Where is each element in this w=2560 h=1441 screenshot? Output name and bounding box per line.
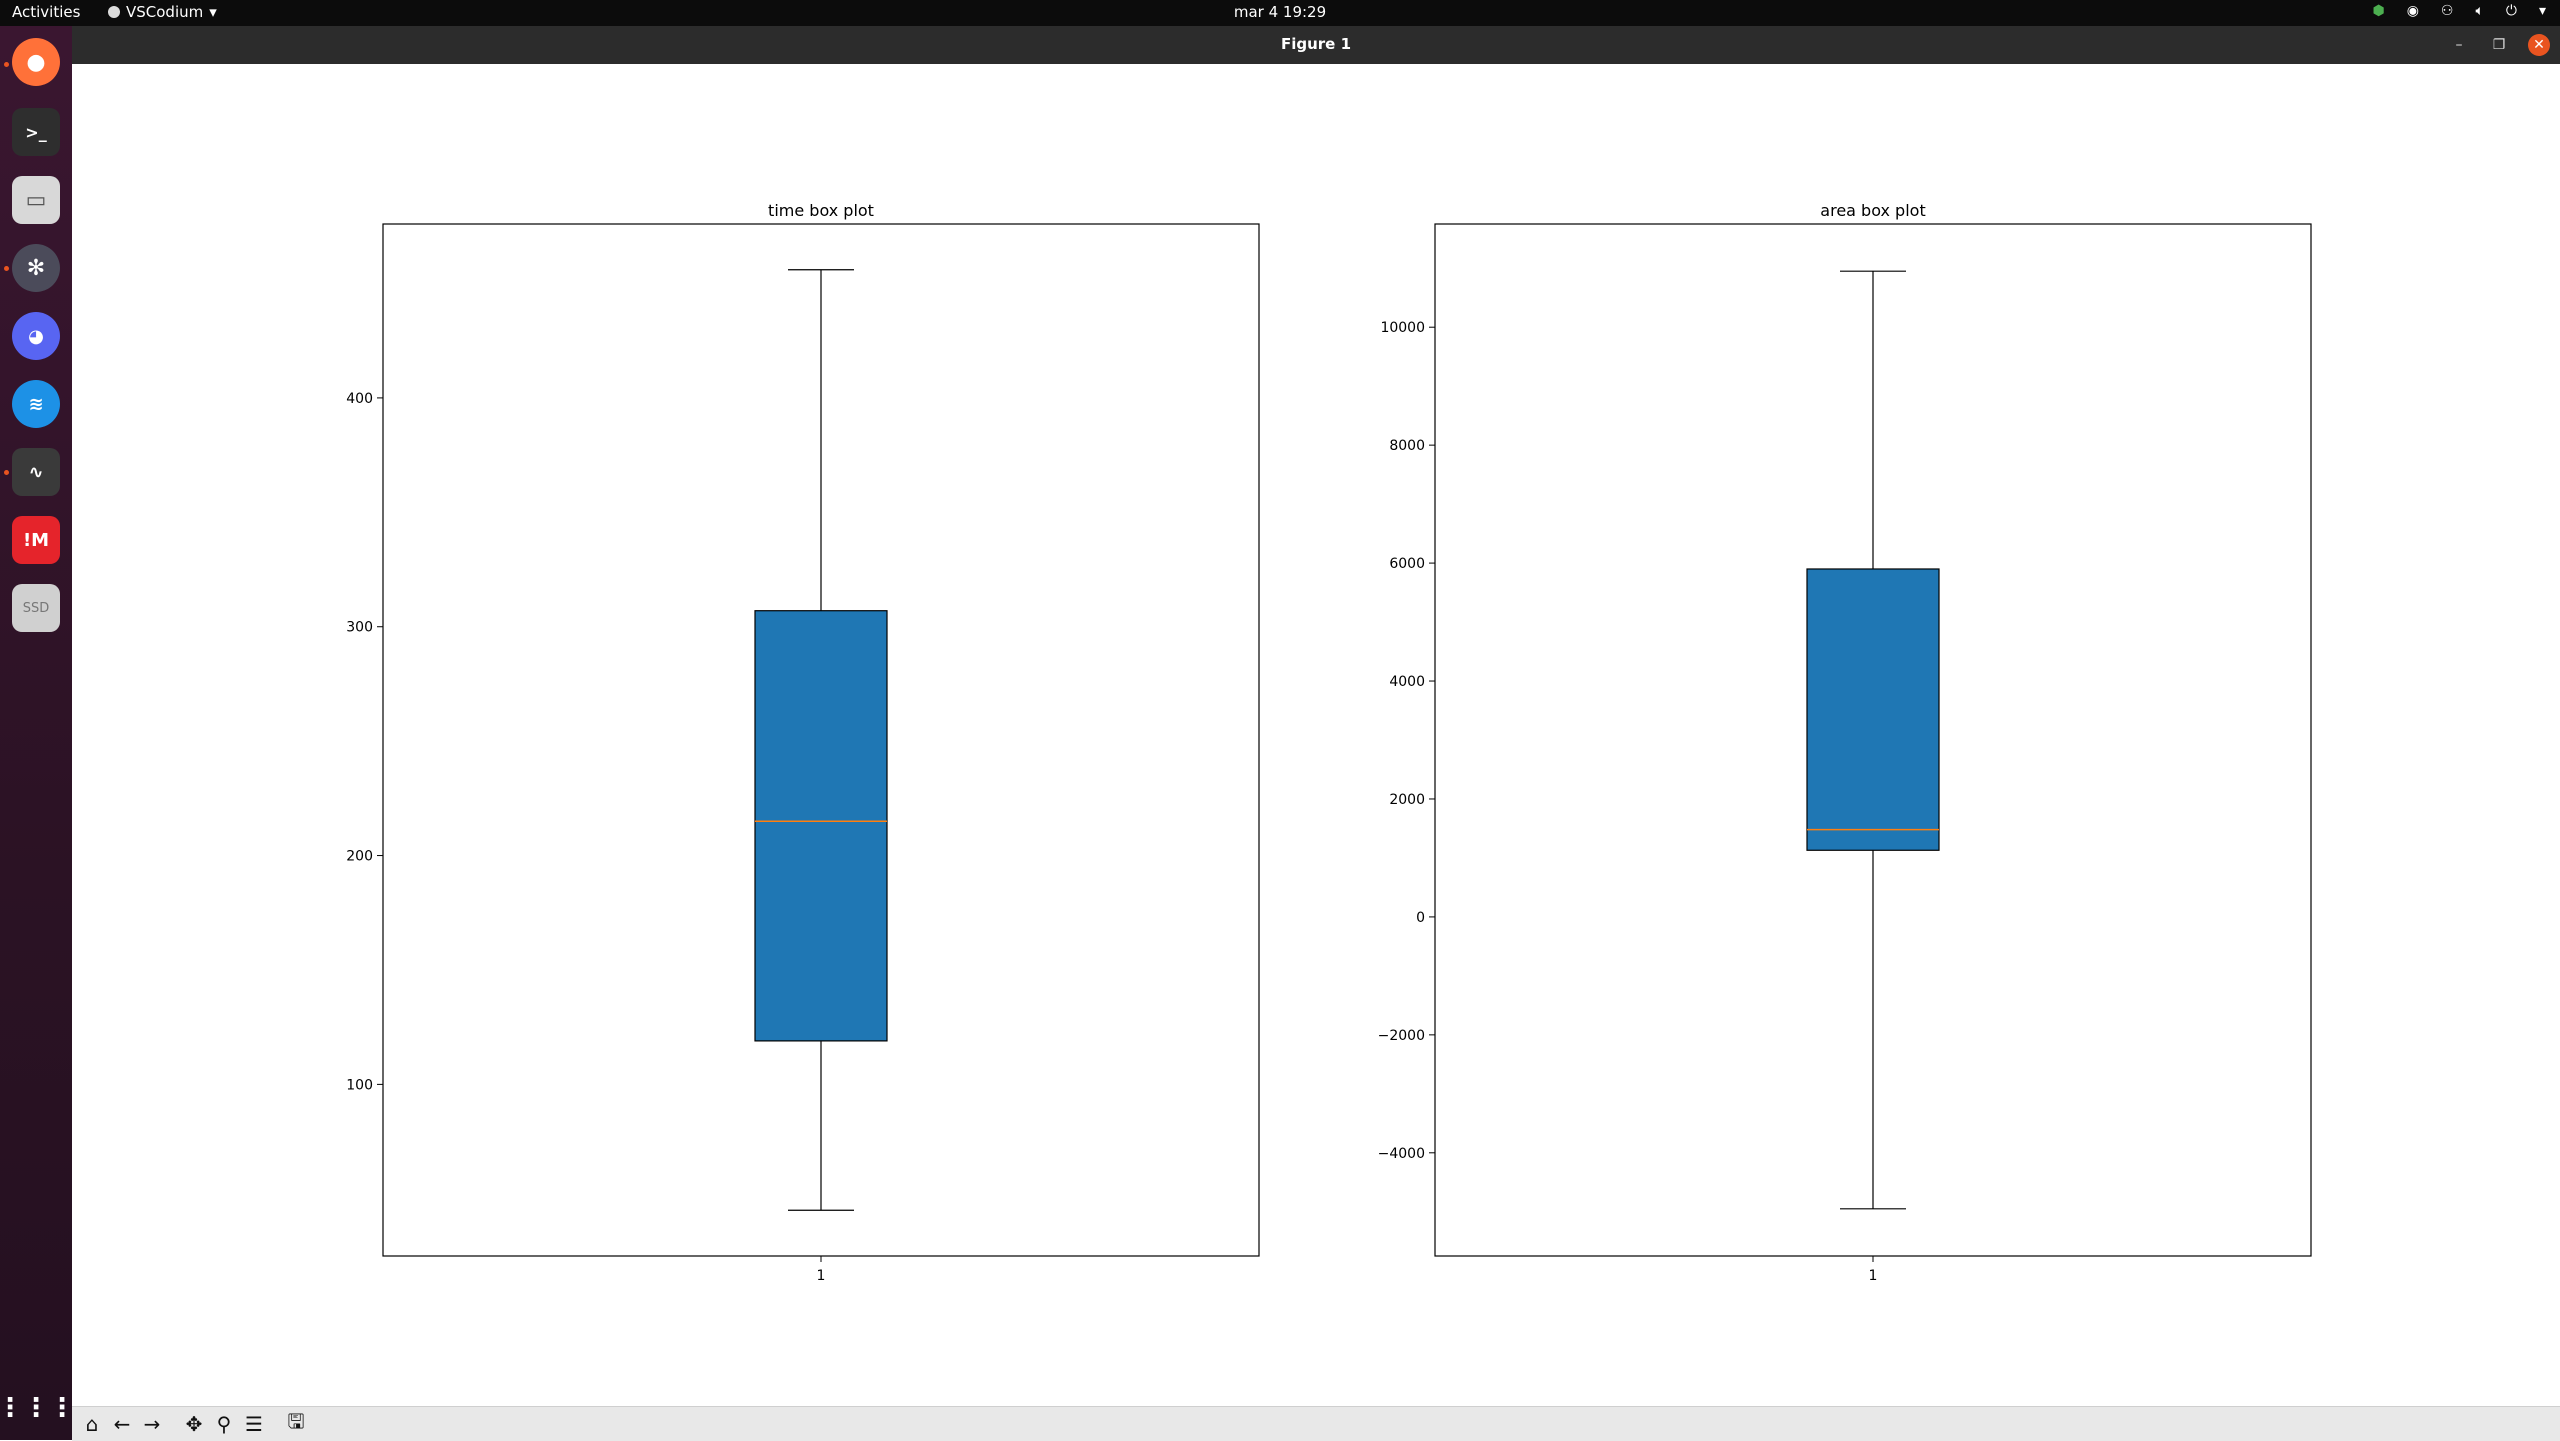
x-tick-label: 1 <box>817 1268 826 1284</box>
power-icon[interactable]: ⏻ <box>2505 3 2517 19</box>
box <box>754 610 888 1042</box>
drive-label: SSD <box>22 600 50 616</box>
running-indicator <box>4 470 9 475</box>
x-tick-label: 1 <box>1869 1268 1878 1284</box>
pan-icon[interactable]: ✥ <box>185 1412 203 1436</box>
navigation-toolbar: ⌂ ← → ✥ ⚲ ☰ 🖫 <box>72 1406 2560 1441</box>
chart-title: area box plot <box>1820 201 1925 220</box>
network-icon[interactable]: ⚇ <box>2440 3 2454 19</box>
app-menu-label: VSCodium <box>126 3 204 21</box>
zoom-icon[interactable]: ⚲ <box>216 1412 232 1436</box>
y-tick-label: 300 <box>346 620 373 636</box>
system-tray[interactable]: ⬢ ◉ ⚇ 🔈︎ ⏻ ▾ <box>2372 3 2546 19</box>
folder-icon[interactable]: ▭ <box>12 176 60 224</box>
maximize-icon[interactable]: ❐ <box>2492 37 2506 53</box>
drive-icon[interactable]: SSD <box>12 584 60 632</box>
app-icon <box>108 6 120 18</box>
y-tick-label: 100 <box>346 1077 373 1093</box>
firefox-icon[interactable]: ● <box>12 38 60 86</box>
y-tick-label: 10000 <box>1380 320 1425 336</box>
app-menu[interactable]: VSCodium ▾ <box>108 3 217 21</box>
title-bar[interactable]: Figure 1 – ❐ ✕ <box>72 26 2560 64</box>
volume-icon[interactable]: 🔈︎ <box>2475 3 2484 19</box>
forward-icon[interactable]: → <box>143 1412 161 1436</box>
minimize-icon[interactable]: – <box>2455 37 2463 53</box>
y-tick-label: 400 <box>346 391 373 407</box>
y-tick-label: −2000 <box>1378 1028 1425 1044</box>
shield-icon[interactable]: ⬢ <box>2372 3 2385 19</box>
running-indicator <box>4 266 9 271</box>
figure-window: Figure 1 – ❐ ✕ time box plot 100 200 300 400… <box>72 26 2560 1441</box>
system-monitor-icon[interactable]: ∿ <box>12 448 60 496</box>
y-tick-label: 6000 <box>1389 556 1425 572</box>
close-icon[interactable]: ✕ <box>2528 34 2550 56</box>
running-indicator <box>4 62 9 67</box>
configure-icon[interactable]: ☰ <box>245 1412 263 1436</box>
mega-icon[interactable]: !M <box>12 516 60 564</box>
y-tick-label: 0 <box>1416 910 1425 926</box>
clock[interactable]: mar 4 19:29 <box>1233 3 1327 21</box>
y-tick-label: 4000 <box>1389 674 1425 690</box>
y-tick-label: −4000 <box>1378 1146 1425 1162</box>
chevron-down-icon[interactable]: ▾ <box>2538 3 2546 19</box>
back-icon[interactable]: ← <box>113 1412 131 1436</box>
charts: time box plot 100 200 300 400 1 area box plot −… <box>346 201 2312 1284</box>
activities-button[interactable]: Activities <box>12 3 81 21</box>
home-icon[interactable]: ⌂ <box>85 1412 99 1436</box>
vscodium-icon[interactable]: ✻ <box>12 244 60 292</box>
y-tick-label: 8000 <box>1389 438 1425 454</box>
y-tick-label: 200 <box>346 849 373 865</box>
discord-tray-icon[interactable]: ◉ <box>2406 3 2419 19</box>
docker-icon[interactable]: ≋ <box>12 380 60 428</box>
top-bar: Activities VSCodium ▾ mar 4 19:29 ⬢ ◉ ⚇ … <box>0 0 2560 26</box>
show-apps-icon[interactable]: ⋮⋮⋮ <box>0 1393 75 1423</box>
chart-title: time box plot <box>768 201 874 220</box>
discord-icon[interactable]: ◕ <box>12 312 60 360</box>
chevron-down-icon: ▾ <box>209 3 217 21</box>
box <box>1806 568 1940 851</box>
save-icon[interactable]: 🖫 <box>287 1409 305 1433</box>
figure-canvas[interactable]: time box plot 100 200 300 400 1 area box plot −… <box>72 64 2560 1432</box>
terminal-icon[interactable]: >_ <box>12 108 60 156</box>
window-title: Figure 1 <box>1280 35 1352 53</box>
dock: ● >_ ▭ ✻ ◕ ≋ ∿ !M SSD ⋮⋮⋮ <box>0 26 75 1440</box>
y-tick-label: 2000 <box>1389 792 1425 808</box>
